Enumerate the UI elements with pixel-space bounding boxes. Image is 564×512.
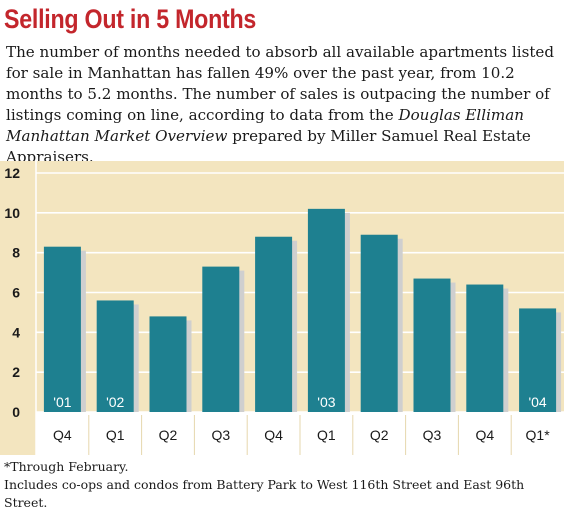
bar [360, 234, 398, 412]
y-tick-label: 10 [4, 205, 20, 221]
footnotes: *Through February. Includes co-ops and c… [4, 458, 560, 512]
bar [255, 236, 293, 412]
year-label: '01 [53, 394, 71, 410]
bar [519, 308, 557, 412]
bar [43, 246, 81, 412]
footnote-through-february: *Through February. [4, 459, 129, 474]
x-tick-label: Q3 [423, 427, 442, 443]
bar [466, 284, 504, 412]
y-tick-label: 2 [12, 364, 20, 380]
y-tick-label: 4 [12, 324, 20, 340]
x-tick-label: Q1 [106, 427, 125, 443]
x-tick-label: Q3 [211, 427, 230, 443]
year-label: '04 [528, 394, 546, 410]
chart-title: Selling Out in 5 Months [4, 4, 257, 34]
y-tick-label: 6 [12, 285, 20, 301]
subtitle-text: The number of months needed to absorb al… [6, 43, 554, 124]
year-label: '03 [317, 394, 335, 410]
bar-chart: 0 2 4 6 8 10 12 '01 Q4 '02 Q1 Q2 Q3 Q4 '03 Q1 Q2 Q3 Q4 '04 Q… [4, 161, 564, 455]
year-label: '02 [106, 394, 124, 410]
footnote-coverage: Includes co-ops and condos from Battery … [4, 477, 525, 510]
x-tick-label: Q1 [317, 427, 336, 443]
chart-figure: Selling Out in 5 Months The number of mo… [0, 4, 564, 510]
x-tick-label: Q2 [370, 427, 389, 443]
bar [96, 300, 134, 412]
chart-subtitle: The number of months needed to absorb al… [6, 42, 560, 168]
x-tick-label: Q4 [53, 427, 72, 443]
y-tick-label: 0 [12, 404, 20, 420]
x-tick-label: Q4 [475, 427, 494, 443]
bar [202, 266, 240, 412]
bar [413, 278, 451, 412]
bar [307, 208, 345, 412]
subtitle-source-italic: Douglas Elliman Manhattan Market Overvie… [6, 106, 524, 145]
y-tick-label: 8 [12, 245, 20, 261]
bar [149, 316, 187, 412]
x-tick-label: Q1* [526, 427, 551, 443]
x-tick-label: Q4 [264, 427, 283, 443]
x-tick-label: Q2 [159, 427, 178, 443]
y-tick-label: 12 [4, 165, 20, 181]
